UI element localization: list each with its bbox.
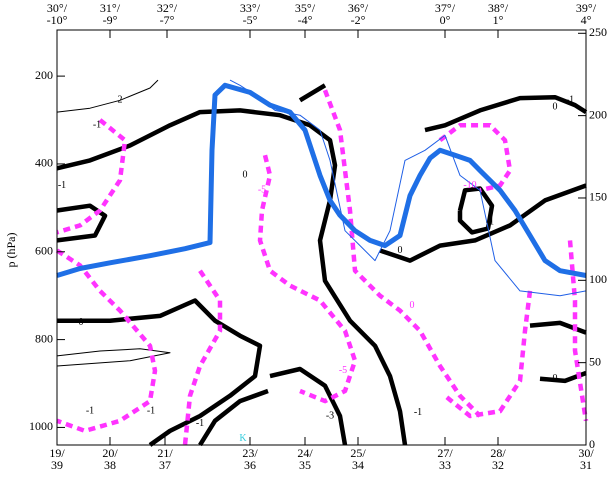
x-tick-label: -4° — [298, 13, 313, 27]
annotation: 0 — [398, 245, 403, 256]
x-tick-label: -10° — [47, 13, 68, 27]
y2-tick-label: 250 — [589, 25, 607, 39]
contour-line — [567, 240, 589, 422]
annotation: -10 — [463, 180, 476, 191]
y-axis-label: p (hPa) — [4, 233, 18, 268]
y2-tick-label: 50 — [589, 354, 601, 368]
contour-line — [56, 79, 159, 113]
annotation: -3 — [326, 410, 334, 421]
x-tick-label: 31°/ — [100, 1, 121, 15]
contour-line — [56, 108, 408, 446]
contour-line — [257, 154, 358, 404]
x-tick-label: 21/ — [157, 446, 173, 460]
contour-line — [56, 203, 108, 243]
annotation: 0 — [553, 102, 558, 113]
y2-tick-label: 0 — [589, 437, 595, 451]
plot-frame — [56, 29, 587, 446]
contour-line — [55, 248, 158, 434]
contour-line — [56, 348, 171, 367]
contour-line — [229, 79, 587, 297]
annotation: 0 — [410, 300, 415, 311]
y-tick-label: 400 — [35, 156, 53, 170]
x-tick-label: 24/ — [297, 446, 313, 460]
y2-tick-label: 100 — [589, 272, 607, 286]
x-tick-label: 33 — [439, 458, 451, 472]
x-tick-label: -7° — [160, 13, 175, 27]
x-tick-label: 35 — [299, 458, 311, 472]
annotation: 2 — [118, 95, 123, 106]
x-tick-label: 37 — [159, 458, 171, 472]
x-tick-label: 23/ — [242, 446, 258, 460]
contour-line — [457, 186, 495, 235]
x-tick-label: 30°/ — [47, 1, 68, 15]
y-tick-label: 1000 — [29, 419, 53, 433]
y-tick-label: 600 — [35, 244, 53, 258]
annotation: -1 — [58, 180, 66, 191]
x-tick-label: 27/ — [437, 446, 453, 460]
annotation: -1 — [93, 120, 101, 131]
x-tick-label: 38 — [104, 458, 116, 472]
x-tick-label: 33°/ — [240, 1, 261, 15]
x-tick-label: -9° — [103, 13, 118, 27]
contour-line — [424, 94, 588, 133]
annotation: 0 — [79, 317, 84, 328]
x-tick-label: -5° — [243, 13, 258, 27]
contour-line — [198, 388, 269, 447]
x-tick-label: 32 — [492, 458, 504, 472]
x-tick-label: 36 — [244, 458, 256, 472]
x-tick-label: 39°/ — [576, 1, 597, 15]
contour-line — [298, 83, 327, 103]
x-tick-label: 37°/ — [435, 1, 456, 15]
annotation: 0 — [553, 373, 558, 384]
annotation: -1 — [486, 217, 494, 228]
x-tick-label: 38°/ — [488, 1, 509, 15]
annotation: -1 — [566, 95, 574, 106]
contour-line — [269, 366, 348, 446]
contour-line — [56, 118, 128, 235]
contour-line — [443, 290, 533, 419]
annotation: -1 — [196, 418, 204, 429]
annotation: K — [239, 433, 247, 444]
contour-line — [57, 298, 263, 447]
y-tick-label: 200 — [35, 68, 53, 82]
contour-line — [56, 82, 587, 278]
x-tick-label: 39 — [51, 458, 63, 472]
y-tick-label: 800 — [35, 331, 53, 345]
x-tick-label: 28/ — [490, 446, 506, 460]
x-tick-label: 30/ — [578, 446, 594, 460]
contour-line — [438, 123, 513, 193]
x-tick-label: 25/ — [350, 446, 366, 460]
x-tick-label: 36°/ — [348, 1, 369, 15]
annotation: -5 — [258, 185, 266, 196]
annotation: -1 — [86, 405, 94, 416]
x-tick-label: 35°/ — [295, 1, 316, 15]
contour-line — [182, 269, 223, 446]
x-tick-label: 34 — [352, 458, 364, 472]
x-tick-label: 31 — [580, 458, 592, 472]
x-tick-label: 19/ — [49, 446, 65, 460]
x-tick-label: -2° — [351, 13, 366, 27]
x-tick-label: 32°/ — [157, 1, 178, 15]
x-tick-label: 20/ — [102, 446, 118, 460]
annotation: -1 — [147, 405, 155, 416]
contour-line — [529, 320, 587, 335]
annotation: 0 — [243, 170, 248, 181]
contour-line — [322, 89, 482, 418]
y2-tick-label: 200 — [589, 107, 607, 121]
x-tick-label: 0° — [440, 13, 451, 27]
y2-tick-label: 150 — [589, 190, 607, 204]
annotation: -1 — [414, 407, 422, 418]
annotation: -5 — [339, 365, 347, 376]
contour-line — [379, 183, 587, 263]
x-tick-label: 4° — [581, 13, 592, 27]
x-tick-label: 1° — [493, 13, 504, 27]
